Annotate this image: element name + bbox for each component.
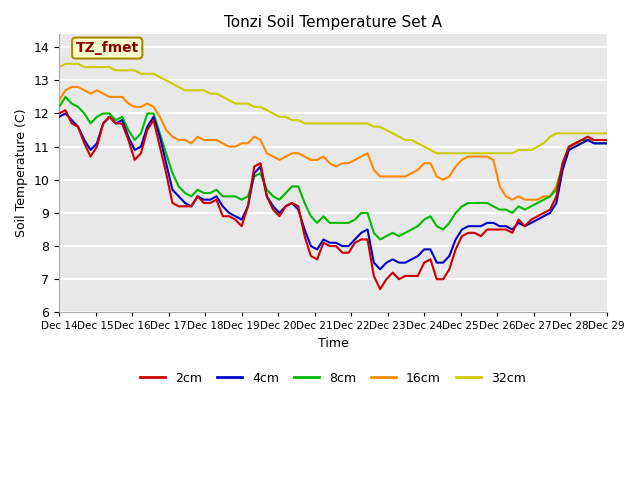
Text: TZ_fmet: TZ_fmet	[76, 41, 139, 55]
Legend: 2cm, 4cm, 8cm, 16cm, 32cm: 2cm, 4cm, 8cm, 16cm, 32cm	[135, 367, 531, 390]
Y-axis label: Soil Temperature (C): Soil Temperature (C)	[15, 109, 28, 238]
X-axis label: Time: Time	[317, 337, 348, 350]
Title: Tonzi Soil Temperature Set A: Tonzi Soil Temperature Set A	[224, 15, 442, 30]
